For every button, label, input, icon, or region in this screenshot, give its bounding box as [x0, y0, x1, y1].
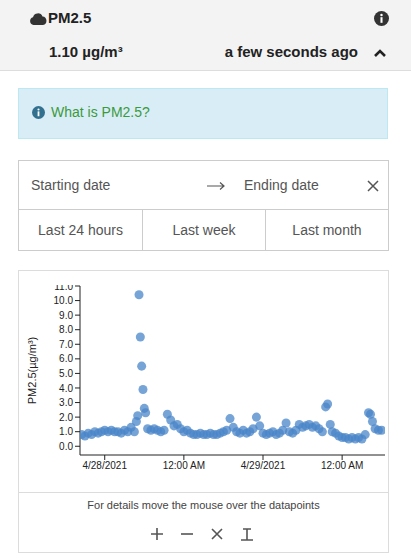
svg-text:PM2.5(µg/m³): PM2.5(µg/m³)	[26, 337, 38, 404]
html-text:Starting date: Starting date	[31, 177, 111, 193]
html-text:1.10 µg/m³: 1.10 µg/m³	[49, 43, 123, 60]
svg-text:1.0: 1.0	[59, 426, 73, 437]
svg-text:5.0: 5.0	[59, 368, 73, 379]
svg-text:12:00 AM: 12:00 AM	[163, 460, 205, 471]
html-text:What is PM2.5?: What is PM2.5?	[51, 104, 150, 120]
svg-text:10.0: 10.0	[54, 295, 74, 306]
html-text:PM2.5: PM2.5	[48, 9, 92, 26]
html-text:Last month: Last month	[292, 222, 362, 238]
html-text:Last 24 hours: Last 24 hours	[38, 222, 123, 238]
svg-text:3.0: 3.0	[59, 397, 73, 408]
svg-text:4/28/2021: 4/28/2021	[82, 460, 127, 471]
svg-text:6.0: 6.0	[59, 353, 73, 364]
svg-text:11.0: 11.0	[54, 285, 73, 292]
svg-text:0.0: 0.0	[59, 441, 73, 452]
html-text:For details move the mouse ove: For details move the mouse over the data…	[87, 499, 320, 511]
html-text:Last week: Last week	[172, 222, 236, 238]
html-text:a few seconds ago: a few seconds ago	[224, 43, 358, 60]
svg-text:8.0: 8.0	[59, 324, 73, 335]
html-text:Ending date: Ending date	[244, 177, 319, 193]
svg-text:4.0: 4.0	[59, 383, 73, 394]
svg-text:9.0: 9.0	[59, 310, 73, 321]
svg-text:2.0: 2.0	[59, 412, 73, 423]
svg-text:4/29/2021: 4/29/2021	[241, 460, 286, 471]
svg-text:7.0: 7.0	[59, 339, 73, 350]
svg-text:12:00 AM: 12:00 AM	[321, 460, 363, 471]
